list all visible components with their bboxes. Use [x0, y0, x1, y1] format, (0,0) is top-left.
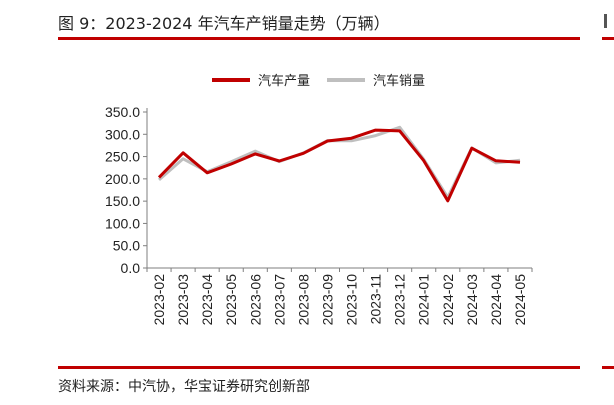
x-tick-label: 2023-03 [175, 274, 191, 326]
series-line-production [157, 128, 521, 203]
x-tick-label: 2024-02 [440, 274, 456, 326]
x-tick-label: 2023-02 [151, 274, 167, 326]
x-tick-label: 2023-04 [199, 274, 215, 326]
x-tick-label: 2023-09 [319, 274, 335, 326]
y-tick-label: 250.0 [105, 149, 140, 165]
y-tick-label: 350.0 [105, 104, 140, 120]
legend-label: 汽车产量 [258, 73, 310, 89]
x-tick-label: 2024-05 [512, 274, 528, 326]
chart-title: 图 9：2023-2024 年汽车产销量走势（万辆） [58, 14, 390, 33]
x-tick-label: 2024-01 [416, 274, 432, 326]
adjacent-title-fragment [604, 14, 607, 28]
legend: 汽车产量 汽车销量 [212, 73, 425, 89]
y-tick-label: 0.0 [121, 260, 141, 276]
source-divider [58, 366, 580, 369]
y-tick-label: 100.0 [105, 215, 140, 231]
x-tick-label: 2023-11 [368, 274, 384, 325]
series-layer [157, 125, 521, 203]
x-tick-label: 2024-04 [488, 274, 504, 326]
y-tick-label: 150.0 [105, 193, 140, 209]
y-tick-label: 200.0 [105, 171, 140, 187]
x-tick-label: 2023-10 [344, 274, 360, 326]
y-tick-label: 50.0 [113, 238, 140, 254]
x-tick-label: 2023-07 [271, 274, 287, 326]
x-tick-label: 2024-03 [464, 274, 480, 326]
y-tick-label: 300.0 [105, 126, 140, 142]
x-tick-label: 2023-05 [223, 274, 239, 326]
x-tick-label: 2023-06 [247, 274, 263, 326]
x-axis: 2023-02 2023-03 2023-04 2023-05 2023-06 2023-… [146, 267, 533, 326]
source-note: 资料来源：中汽协，华宝证券研究创新部 [58, 379, 310, 395]
x-tick-label: 2023-08 [295, 274, 311, 326]
y-axis: 0.0 50.0 100.0 150.0 200.0 250.0 300.0 350.0 [105, 104, 148, 276]
x-tick-label: 2023-12 [392, 274, 408, 326]
title-divider [58, 37, 580, 40]
legend-label: 汽车销量 [373, 73, 425, 89]
adjacent-divider-fragment-bottom [602, 366, 614, 369]
adjacent-divider-fragment [602, 37, 614, 40]
